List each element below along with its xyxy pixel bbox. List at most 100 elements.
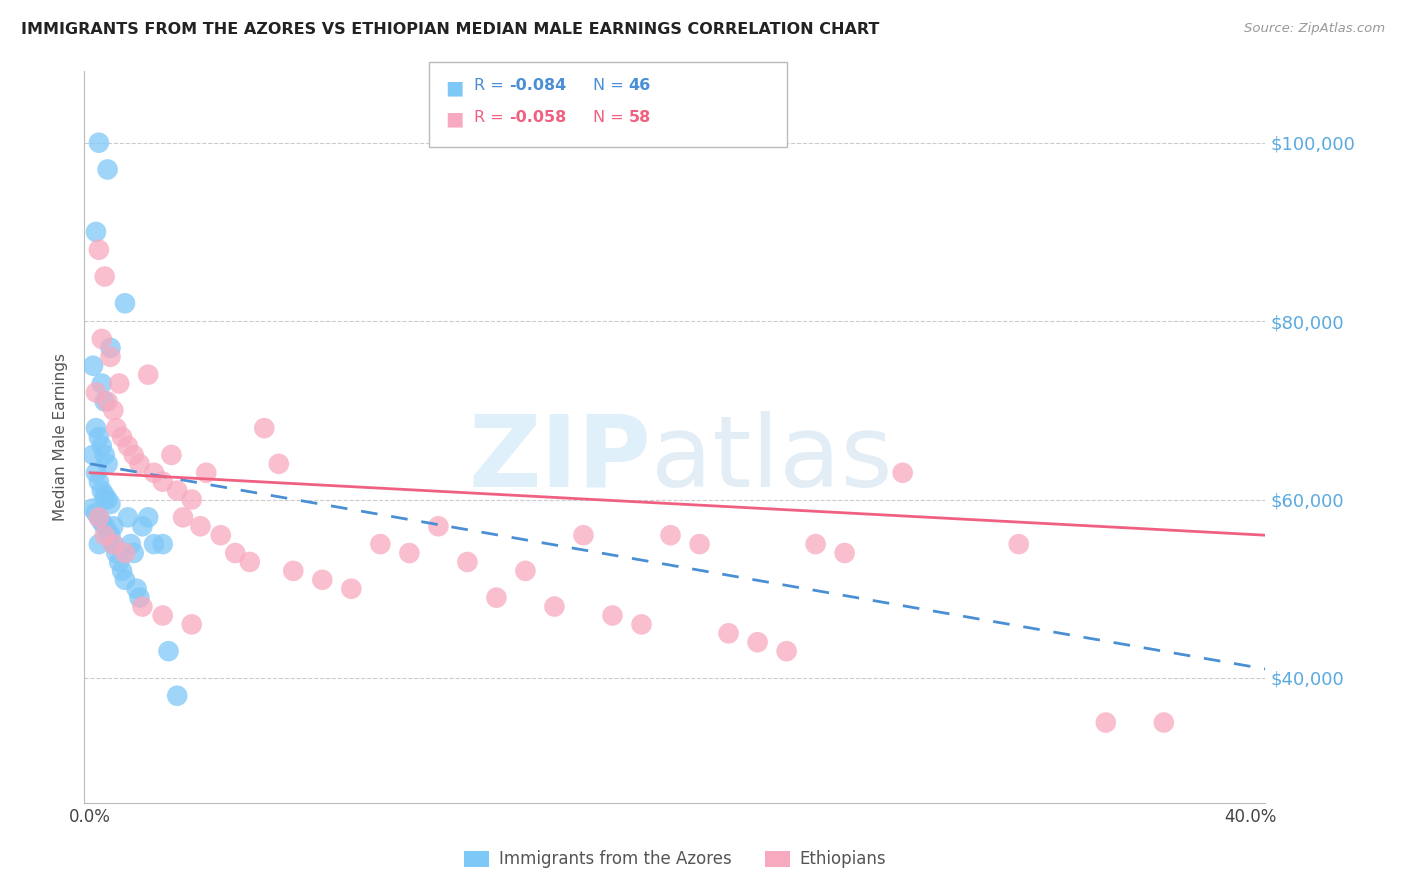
Point (370, 537, 392, 551)
Point (114, 546, 136, 560)
Point (100, 497, 122, 511)
Point (105, 421, 128, 435)
Point (195, 466, 218, 480)
Point (190, 519, 212, 533)
Point (105, 546, 128, 560)
Point (117, 510, 139, 524)
Text: R =: R = (474, 110, 509, 125)
Point (87, 243, 110, 257)
Point (224, 546, 246, 560)
Point (84, 421, 107, 435)
Point (630, 617, 652, 632)
Point (82, 448, 104, 462)
Point (128, 457, 150, 471)
Point (180, 617, 202, 632)
Point (572, 528, 595, 542)
Point (172, 510, 194, 524)
Point (804, 537, 827, 551)
Point (1153, 715, 1175, 730)
Text: ZIP: ZIP (468, 410, 651, 508)
Point (311, 573, 333, 587)
Point (100, 341, 122, 355)
Point (689, 537, 711, 551)
Point (97, 492, 120, 507)
Point (93, 519, 115, 533)
Point (485, 591, 508, 605)
Point (97, 457, 120, 471)
Point (131, 519, 153, 533)
Point (136, 510, 159, 524)
Point (131, 599, 153, 614)
Point (253, 421, 276, 435)
Point (659, 528, 682, 542)
Point (87, 510, 110, 524)
Point (166, 689, 188, 703)
Point (602, 608, 624, 623)
Point (717, 626, 740, 640)
Point (87, 510, 110, 524)
Point (111, 430, 134, 444)
Point (117, 439, 139, 453)
Point (97, 394, 120, 409)
Point (90, 515, 112, 529)
Point (1094, 715, 1116, 730)
Point (128, 591, 150, 605)
Point (1008, 537, 1031, 551)
Point (97, 524, 120, 538)
Point (93, 528, 115, 542)
Point (157, 644, 180, 658)
Point (152, 475, 174, 489)
Text: ■: ■ (446, 110, 464, 128)
Point (166, 483, 188, 498)
Point (834, 546, 856, 560)
Point (340, 582, 363, 596)
Text: 58: 58 (628, 110, 651, 125)
Text: ■: ■ (446, 78, 464, 97)
Point (103, 519, 125, 533)
Point (93, 448, 115, 462)
Point (122, 448, 145, 462)
Point (111, 564, 134, 578)
Point (87, 475, 110, 489)
Point (90, 483, 112, 498)
Point (82, 501, 104, 516)
Point (93, 394, 115, 409)
Point (97, 162, 120, 177)
Point (143, 537, 166, 551)
Y-axis label: Median Male Earnings: Median Male Earnings (53, 353, 69, 521)
Point (775, 644, 797, 658)
Point (108, 376, 131, 391)
Point (515, 564, 537, 578)
Point (100, 528, 122, 542)
Point (114, 573, 136, 587)
Point (87, 430, 110, 444)
Text: IMMIGRANTS FROM THE AZORES VS ETHIOPIAN MEDIAN MALE EARNINGS CORRELATION CHART: IMMIGRANTS FROM THE AZORES VS ETHIOPIAN … (21, 22, 880, 37)
Text: N =: N = (593, 78, 630, 94)
Point (84, 506, 107, 520)
Text: Source: ZipAtlas.com: Source: ZipAtlas.com (1244, 22, 1385, 36)
Point (143, 466, 166, 480)
Text: atlas: atlas (651, 410, 893, 508)
Point (108, 555, 131, 569)
Point (160, 448, 183, 462)
Text: R =: R = (474, 78, 509, 94)
Point (114, 296, 136, 310)
Point (84, 466, 107, 480)
Point (543, 599, 565, 614)
Point (239, 555, 262, 569)
Point (209, 528, 232, 542)
Point (398, 546, 420, 560)
Point (84, 385, 107, 400)
Legend: Immigrants from the Azores, Ethiopians: Immigrants from the Azores, Ethiopians (457, 844, 893, 875)
Point (93, 488, 115, 502)
Point (122, 546, 145, 560)
Text: 46: 46 (628, 78, 651, 94)
Point (100, 350, 122, 364)
Point (136, 368, 159, 382)
Point (103, 403, 125, 417)
Point (747, 635, 769, 649)
Point (84, 225, 107, 239)
Point (103, 537, 125, 551)
Point (103, 537, 125, 551)
Point (90, 439, 112, 453)
